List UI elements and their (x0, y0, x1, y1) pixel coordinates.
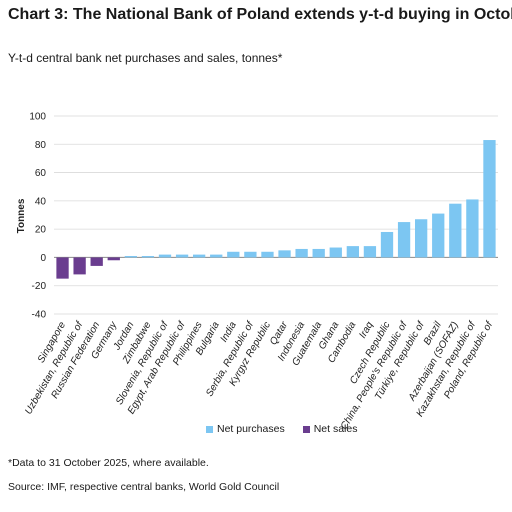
y-tick-label: 60 (35, 168, 47, 179)
legend-swatch-purchases (206, 425, 213, 433)
bar (141, 256, 155, 258)
bars (56, 140, 496, 279)
bar (449, 203, 462, 258)
y-tick-label: 20 (35, 225, 47, 236)
y-tick-label: -20 (32, 281, 47, 292)
y-tick-label: 40 (35, 196, 47, 207)
bar (397, 222, 411, 258)
bar (483, 140, 496, 258)
bar (346, 246, 359, 258)
bar (73, 257, 86, 275)
y-tick-label: 100 (29, 112, 46, 123)
bar (107, 257, 120, 261)
legend-label-purchases: Net purchases (217, 423, 285, 435)
bar (124, 256, 137, 258)
y-tick-label: 80 (35, 140, 47, 151)
bar (466, 199, 479, 258)
chart-subtitle: Y-t-d central bank net purchases and sal… (8, 51, 283, 65)
bar (56, 257, 69, 279)
bar (175, 254, 189, 258)
bar (227, 251, 240, 258)
y-axis-ticks: 100 80 60 40 20 0 -20 -40 (29, 112, 46, 321)
bar (261, 251, 274, 258)
bar (329, 247, 342, 258)
y-tick-label: -40 (32, 310, 47, 321)
footnote: *Data to 31 October 2025, where availabl… (8, 457, 209, 469)
y-axis-label: Tonnes (16, 198, 27, 233)
legend-label-sales: Net sales (313, 423, 358, 435)
bar (312, 248, 325, 258)
bar (415, 219, 428, 258)
bar (278, 250, 291, 258)
bar (432, 213, 445, 258)
bar (90, 257, 103, 266)
chart-title: Chart 3: The National Bank of Poland ext… (8, 6, 512, 23)
bar (295, 248, 308, 258)
bar (380, 231, 394, 258)
bar (210, 254, 223, 258)
y-tick-label: 0 (40, 253, 46, 264)
bar (158, 254, 172, 258)
legend-swatch-sales (302, 425, 310, 433)
gridlines (54, 115, 498, 315)
bar (244, 251, 257, 258)
bar (193, 254, 206, 258)
bar (363, 246, 377, 258)
legend: Net purchases Net sales (206, 423, 357, 435)
source-line: Source: IMF, respective central banks, W… (8, 481, 280, 493)
